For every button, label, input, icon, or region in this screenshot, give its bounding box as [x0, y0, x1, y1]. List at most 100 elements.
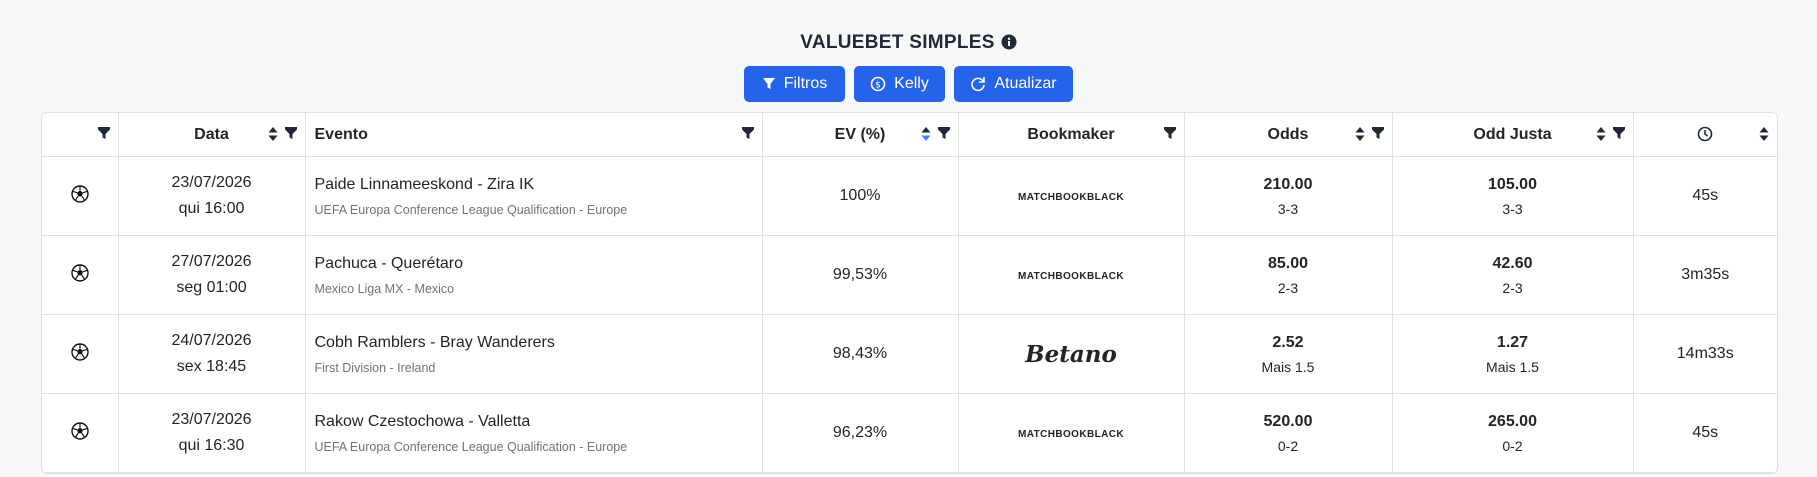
- filter-icon[interactable]: [97, 127, 110, 139]
- date: 23/07/2026: [171, 411, 252, 428]
- header-cell[interactable]: EV (%): [762, 113, 959, 157]
- icons: [1355, 127, 1384, 141]
- date-cell: 27/07/2026 seg 01:00: [118, 235, 306, 315]
- age: 14m33s: [1676, 345, 1734, 362]
- bookmaker-cell: MATCHBOOKBLACK: [958, 235, 1185, 315]
- odds: 210.00: [1263, 175, 1313, 193]
- bookmaker-logo: MATCHBOOKBLACK: [1018, 192, 1124, 203]
- bookmaker-cell: MATCHBOOKBLACK: [958, 156, 1185, 236]
- header-cell: [42, 113, 119, 157]
- ev-cell: 100%: [762, 156, 959, 236]
- icons: [921, 127, 950, 141]
- ev-value: 100%: [839, 187, 881, 204]
- odds-cell: 85.00 2-3: [1184, 235, 1393, 315]
- age: 45s: [1692, 187, 1719, 204]
- ev-value: 99,53%: [832, 266, 888, 283]
- header-cell[interactable]: Odd Justa: [1392, 113, 1634, 157]
- fair-odds: 42.60: [1492, 254, 1533, 272]
- title-wrap: VALUEBET SIMPLES: [0, 32, 1817, 54]
- fair-odds: 105.00: [1488, 175, 1537, 193]
- bookmaker-logo: MATCHBOOKBLACK: [1018, 271, 1124, 282]
- button-label: Kelly: [894, 75, 929, 92]
- market: Mais 1.5: [1486, 358, 1539, 375]
- filter-icon[interactable]: [1612, 127, 1625, 139]
- page-title: VALUEBET SIMPLES: [800, 32, 995, 53]
- fair-odds: 265.00: [1488, 412, 1537, 430]
- odds-cell: 2.52 Mais 1.5: [1184, 314, 1393, 394]
- sport-icon: [42, 393, 119, 473]
- odds: 85.00: [1267, 254, 1309, 272]
- svg-text:$: $: [875, 81, 881, 91]
- sport-icon: [42, 156, 119, 236]
- header-cell[interactable]: Odds: [1184, 113, 1393, 157]
- column-header: Bookmaker: [1027, 125, 1115, 143]
- filter-button[interactable]: Filtros: [744, 66, 845, 102]
- odds-cell: 210.00 3-3: [1184, 156, 1393, 236]
- event-name: Paide Linnameeskond - Zira IK: [314, 175, 535, 193]
- odds-cell: 520.00 0-2: [1184, 393, 1393, 473]
- market: 0-2: [1277, 437, 1299, 454]
- table-body: 23/07/2026 qui 16:00 Paide Linnameeskond -…: [42, 156, 1777, 473]
- icons: [741, 127, 754, 139]
- market: 2-3: [1502, 279, 1523, 296]
- fair-odds-cell: 105.00 3-3: [1392, 156, 1634, 236]
- weekday-time: qui 16:30: [178, 437, 245, 454]
- icons: [1163, 127, 1176, 139]
- league: UEFA Europa Conference League Qualificat…: [314, 439, 628, 454]
- icons: [97, 127, 110, 139]
- market: 2-3: [1277, 279, 1299, 296]
- sort-icon[interactable]: [268, 127, 278, 141]
- column-header: Evento: [314, 125, 368, 143]
- button-label: Atualizar: [994, 75, 1057, 92]
- sport-icon: [42, 314, 119, 394]
- icons: [1759, 127, 1769, 141]
- bookmaker-cell: MATCHBOOKBLACK: [958, 393, 1185, 473]
- filter-icon[interactable]: [284, 127, 297, 139]
- kelly-button[interactable]: $ Kelly: [854, 66, 945, 102]
- filter-icon[interactable]: [937, 127, 950, 139]
- header-cell[interactable]: Data: [118, 113, 306, 157]
- refresh-button[interactable]: Atualizar: [954, 66, 1073, 102]
- date-cell: 23/07/2026 qui 16:30: [118, 393, 306, 473]
- date: 27/07/2026: [171, 253, 252, 270]
- fair-odds: 1.27: [1496, 333, 1529, 351]
- age-cell: 45s: [1633, 393, 1777, 473]
- filter-icon[interactable]: [741, 127, 754, 139]
- odds: 2.52: [1272, 333, 1304, 351]
- weekday-time: seg 01:00: [176, 279, 247, 296]
- event-cell: Pachuca - Querétaro Mexico Liga MX - Mexi…: [305, 235, 763, 315]
- league: First Division - Ireland: [314, 360, 436, 375]
- odds: 520.00: [1263, 412, 1313, 430]
- sort-icon[interactable]: [921, 127, 931, 141]
- date: 23/07/2026: [171, 174, 252, 191]
- age-cell: 14m33s: [1633, 314, 1777, 394]
- table-row: 27/07/2026 seg 01:00 Pachuca - Querétaro Me…: [42, 235, 1777, 315]
- ev-cell: 99,53%: [762, 235, 959, 315]
- sort-icon[interactable]: [1759, 127, 1769, 141]
- icons: [268, 127, 297, 141]
- table-row: 23/07/2026 qui 16:30 Rakow Czestochowa - V…: [42, 393, 1777, 473]
- header-cell[interactable]: Bookmaker: [958, 113, 1185, 157]
- event-name: Cobh Ramblers - Bray Wanderers: [314, 333, 555, 351]
- event-name: Pachuca - Querétaro: [314, 254, 464, 272]
- event-name: Rakow Czestochowa - Valletta: [314, 412, 531, 430]
- sort-icon[interactable]: [1596, 127, 1606, 141]
- date-cell: 23/07/2026 qui 16:00: [118, 156, 306, 236]
- header-cell[interactable]: Evento: [305, 113, 763, 157]
- market: 3-3: [1277, 200, 1299, 217]
- event-cell: Paide Linnameeskond - Zira IK UEFA Europa…: [305, 156, 763, 236]
- filter-icon[interactable]: [1163, 127, 1176, 139]
- market: 0-2: [1502, 437, 1523, 454]
- info-icon[interactable]: [1001, 34, 1017, 50]
- date: 24/07/2026: [171, 332, 252, 349]
- date-cell: 24/07/2026 sex 18:45: [118, 314, 306, 394]
- weekday-time: qui 16:00: [178, 200, 245, 217]
- age: 45s: [1692, 424, 1719, 441]
- bookmaker-logo: Betano: [1025, 340, 1117, 368]
- sort-icon[interactable]: [1355, 127, 1365, 141]
- league: Mexico Liga MX - Mexico: [314, 281, 455, 296]
- filter-icon[interactable]: [1371, 127, 1384, 139]
- icons: [1596, 127, 1625, 141]
- table-wrap: Data Evento EV (%) Bookmaker Odds Odd Justa 2…: [41, 112, 1778, 474]
